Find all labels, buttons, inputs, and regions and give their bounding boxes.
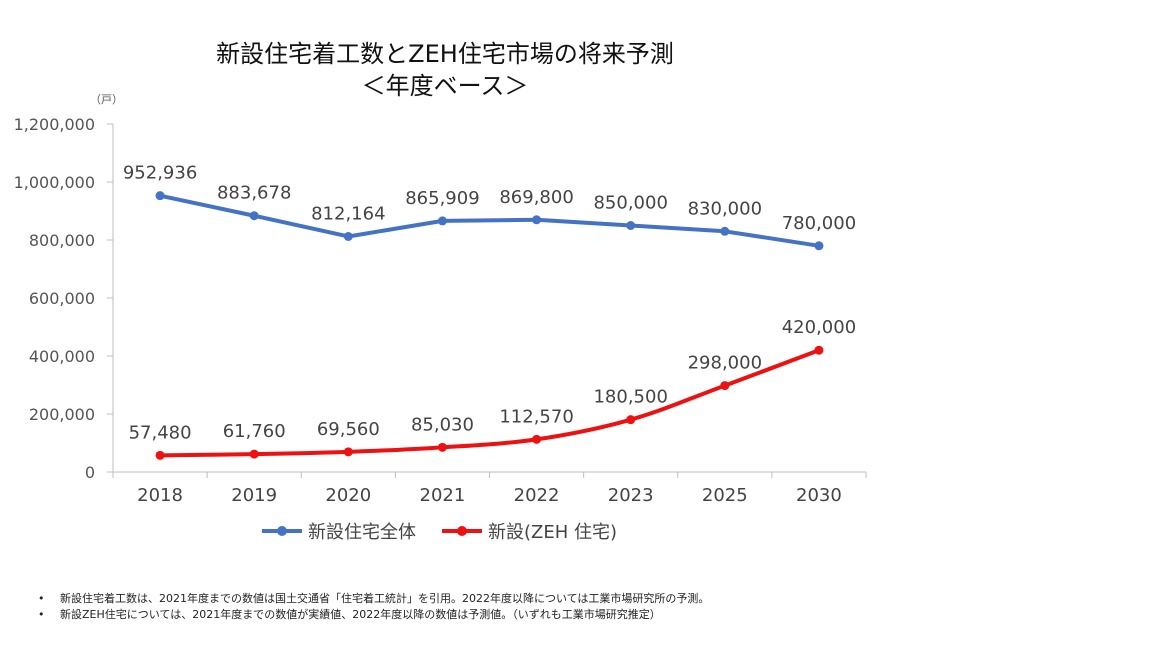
x-tick-label: 2020: [325, 485, 371, 506]
data-point: [626, 221, 636, 230]
legend: 新設住宅全体 新設(ZEH 住宅): [262, 518, 643, 544]
data-point: [343, 447, 353, 457]
data-label: 812,164: [311, 203, 385, 224]
series-layer: [155, 191, 824, 460]
data-label: 952,936: [123, 163, 197, 184]
data-point: [155, 191, 165, 201]
legend-marker-zeh: [457, 526, 467, 536]
data-label: 298,000: [688, 353, 762, 374]
data-label: 85,030: [411, 414, 474, 435]
data-point: [343, 231, 353, 241]
data-label: 869,800: [499, 187, 573, 208]
data-point: [720, 381, 730, 391]
data-point: [720, 226, 730, 236]
data-labels-layer: 952,936 883,678 812,164 865,909 869,800 850,0…: [123, 163, 856, 444]
data-label: 780,000: [782, 213, 856, 234]
data-point: [626, 415, 636, 425]
y-axis-ticks: 1,200,000 1,000,000 800,000 600,000 400,000 2…: [14, 115, 113, 482]
data-point: [814, 345, 824, 355]
y-tick-label: 0: [85, 463, 95, 482]
data-point: [249, 449, 259, 459]
data-point: [814, 241, 824, 251]
data-point: [532, 434, 542, 444]
data-label: 57,480: [129, 422, 192, 443]
data-label: 112,570: [499, 406, 573, 427]
footnote-bullet: •: [38, 592, 45, 605]
x-tick-label: 2030: [796, 485, 842, 506]
data-point: [437, 442, 447, 452]
legend-marker-total: [277, 526, 287, 536]
footnote-2: • 新設ZEH住宅については、2021年度までの数値が実績値、2022年度以降の…: [38, 607, 709, 623]
data-label: 883,678: [217, 183, 291, 204]
data-point: [155, 450, 165, 460]
data-label: 865,909: [405, 188, 479, 209]
x-tick-label: 2025: [702, 485, 748, 506]
chart-title-line-1: 新設住宅着工数とZEH住宅市場の将来予測: [216, 40, 674, 68]
y-tick-label: 1,000,000: [14, 173, 95, 192]
y-tick-label: 800,000: [29, 231, 95, 250]
x-axis-ticks: 2018 2019 2020 2021 2022 2023 2025 2030: [112, 472, 867, 506]
y-tick-label: 400,000: [29, 347, 95, 366]
y-tick-label: 1,200,000: [14, 115, 95, 134]
x-tick-label: 2022: [514, 485, 560, 506]
chart-title: 新設住宅着工数とZEH住宅市場の将来予測 ＜年度ベース＞: [0, 38, 890, 102]
data-point: [249, 211, 259, 221]
legend-swatch-zeh: [442, 526, 482, 536]
data-label: 420,000: [782, 317, 856, 338]
x-tick-label: 2021: [420, 485, 466, 506]
data-label: 180,500: [593, 387, 667, 408]
y-tick-label: 200,000: [29, 405, 95, 424]
legend-label-total: 新設住宅全体: [308, 522, 416, 543]
footnote-bullet: •: [38, 608, 45, 621]
data-point: [437, 216, 447, 226]
axes: [112, 124, 866, 473]
footnote-text: 新設住宅着工数は、2021年度までの数値は国土交通省「住宅着工統計」を引用。20…: [60, 592, 710, 605]
data-label: 830,000: [688, 198, 762, 219]
data-label: 69,560: [317, 419, 380, 440]
data-label: 61,760: [223, 421, 286, 442]
footnote-1: • 新設住宅着工数は、2021年度までの数値は国土交通省「住宅着工統計」を引用。…: [38, 591, 709, 607]
footnotes: • 新設住宅着工数は、2021年度までの数値は国土交通省「住宅着工統計」を引用。…: [38, 591, 709, 623]
x-tick-label: 2023: [608, 485, 654, 506]
x-tick-label: 2019: [231, 485, 277, 506]
legend-item-total: 新設住宅全体: [262, 518, 416, 544]
chart-title-line-2: ＜年度ベース＞: [361, 72, 529, 100]
series-line-0: [158, 193, 821, 248]
data-label: 850,000: [593, 193, 667, 214]
legend-item-zeh: 新設(ZEH 住宅): [442, 518, 617, 544]
data-point: [532, 215, 542, 225]
footnote-text: 新設ZEH住宅については、2021年度までの数値が実績値、2022年度以降の数値…: [60, 608, 661, 621]
legend-swatch-total: [262, 526, 302, 536]
y-tick-label: 600,000: [29, 289, 95, 308]
legend-label-zeh: 新設(ZEH 住宅): [488, 522, 618, 543]
x-tick-label: 2018: [137, 485, 183, 506]
y-axis-unit-label: （戸）: [90, 93, 123, 106]
